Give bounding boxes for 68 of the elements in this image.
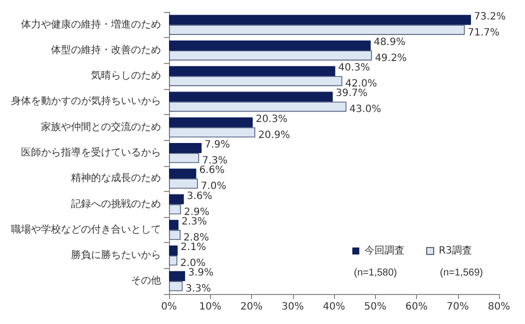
data-label: 43.0%	[349, 104, 382, 116]
bar	[169, 127, 256, 138]
y-tick-label: 記録への挑戦のため	[71, 198, 161, 210]
y-tick-label: その他	[131, 274, 161, 287]
bar	[169, 143, 202, 153]
bar	[169, 117, 253, 128]
bar	[169, 246, 178, 256]
data-label: 20.3%	[256, 114, 288, 125]
data-label: 3.6%	[186, 190, 212, 202]
bar	[169, 92, 333, 102]
data-label: 7.3%	[202, 156, 228, 166]
bar	[169, 50, 372, 60]
bar	[169, 271, 186, 282]
data-label: 6.6%	[199, 165, 225, 176]
data-label: 2.9%	[184, 206, 210, 218]
y-tick-label: 医師から指導を受けているから	[21, 146, 161, 158]
x-tick-label: 20%	[240, 302, 263, 312]
x-tick-label: 60%	[405, 302, 428, 312]
bar	[169, 281, 183, 292]
bar	[169, 24, 465, 35]
data-label: 49.2%	[374, 52, 407, 64]
annotation: (n=1,569)	[440, 268, 484, 278]
x-tick-label: 30%	[282, 302, 304, 312]
bar	[169, 14, 471, 25]
bar	[169, 220, 178, 230]
y-tick-label: 体型の維持・改善のため	[51, 44, 161, 56]
x-tick-label: 40%	[322, 302, 346, 312]
y-tick-label: 職場や学校などの付き合いとして	[11, 223, 161, 236]
data-label: 2.3%	[181, 216, 207, 228]
data-label: 3.9%	[188, 268, 214, 279]
bar	[169, 230, 181, 240]
bar	[169, 204, 181, 214]
data-label: 20.9%	[258, 130, 290, 141]
bar	[169, 40, 371, 50]
data-label: 2.8%	[184, 232, 209, 244]
x-tick-label: 0%	[161, 302, 177, 312]
bar	[169, 76, 342, 86]
data-label: 42.0%	[345, 78, 378, 90]
legend-label: 今回調査	[364, 244, 404, 256]
bar	[169, 178, 198, 189]
legend-label: R3調査	[438, 244, 472, 256]
bar	[169, 256, 178, 266]
bar	[169, 66, 336, 76]
y-tick-label: 勝負に勝ちたいから	[71, 249, 161, 262]
data-label: 2.0%	[180, 258, 206, 270]
bar	[169, 102, 346, 112]
data-label: 7.9%	[204, 140, 230, 150]
data-label: 40.3%	[338, 62, 370, 74]
y-tick-label: 体力や健康の維持・増進のため	[21, 18, 161, 30]
data-label: 7.0%	[200, 181, 226, 192]
x-tick-label: 80%	[488, 302, 510, 312]
y-tick-label: 精神的な成長のため	[71, 172, 161, 184]
y-tick-label: 家族や仲間との交流のため	[41, 120, 161, 133]
bar	[169, 194, 184, 204]
data-label: 39.7%	[336, 88, 368, 100]
data-label: 73.2%	[474, 11, 506, 22]
data-label: 2.1%	[180, 242, 206, 254]
annotation: (n=1,580)	[354, 268, 398, 278]
x-tick-label: 50%	[364, 302, 386, 312]
data-label: 3.3%	[186, 284, 212, 295]
y-tick-label: 気晴らしのため	[91, 70, 161, 82]
bar	[169, 168, 196, 179]
data-label: 71.7%	[468, 27, 500, 38]
bar	[169, 153, 200, 163]
data-label: 48.9%	[374, 36, 406, 48]
x-tick-label: 10%	[199, 302, 222, 312]
x-tick-label: 70%	[446, 302, 469, 312]
y-tick-label: 身体を動かすのが気持ちいいから	[11, 95, 161, 108]
